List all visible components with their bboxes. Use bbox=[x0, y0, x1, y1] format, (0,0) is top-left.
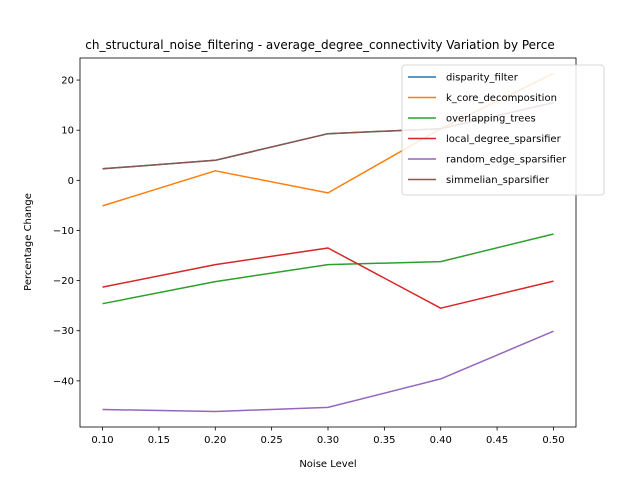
x-axis: 0.10 0.15 0.20 0.25 0.30 0.35 0.40 0.45 0.50 bbox=[91, 427, 565, 446]
legend: disparity_filter k_core_decompositionover… bbox=[401, 64, 605, 196]
series-line-local_degree_sparsifier bbox=[102, 247, 554, 309]
y-axis: −40 −30 −20 −10 0 10 20 bbox=[53, 76, 80, 387]
series-line-random_edge_sparsifier bbox=[102, 330, 554, 413]
x-tick-label: 0.10 bbox=[91, 435, 113, 446]
legend-label-k_core_decomposition: k_core_decomposition bbox=[446, 93, 557, 104]
y-tick-label: −40 bbox=[53, 376, 74, 387]
chart-title: ch_structural_noise_filtering - average_… bbox=[85, 38, 554, 52]
legend-label-random_edge_sparsifier: random_edge_sparsifier bbox=[446, 155, 567, 166]
x-tick-label: 0.25 bbox=[261, 435, 283, 446]
y-tick-label: −20 bbox=[53, 276, 74, 287]
x-tick-label: 0.45 bbox=[486, 435, 508, 446]
series-line-overlapping_trees bbox=[102, 233, 554, 305]
legend-box bbox=[401, 64, 605, 196]
x-tick-label: 0.40 bbox=[430, 435, 452, 446]
x-tick-label: 0.30 bbox=[317, 435, 339, 446]
y-tick-label: −30 bbox=[53, 326, 74, 337]
x-axis-label: Noise Level bbox=[299, 459, 356, 470]
y-axis-label: Percentage Change bbox=[23, 193, 34, 291]
legend-label-disparity_filter: disparity_filter bbox=[446, 73, 519, 84]
x-tick-label: 0.50 bbox=[542, 435, 564, 446]
x-tick-label: 0.15 bbox=[148, 435, 170, 446]
legend-label-local_degree_sparsifier: local_degree_sparsifier bbox=[446, 134, 562, 145]
x-tick-label: 0.35 bbox=[373, 435, 395, 446]
y-tick-label: −10 bbox=[53, 226, 74, 237]
legend-label-overlapping_trees: overlapping_trees bbox=[446, 114, 536, 125]
legend-label-simmelian_sparsifier: simmelian_sparsifier bbox=[446, 175, 550, 186]
y-tick-label: 10 bbox=[61, 126, 74, 137]
x-tick-label: 0.20 bbox=[204, 435, 226, 446]
y-tick-label: 0 bbox=[68, 176, 74, 187]
y-tick-label: 20 bbox=[61, 76, 74, 87]
